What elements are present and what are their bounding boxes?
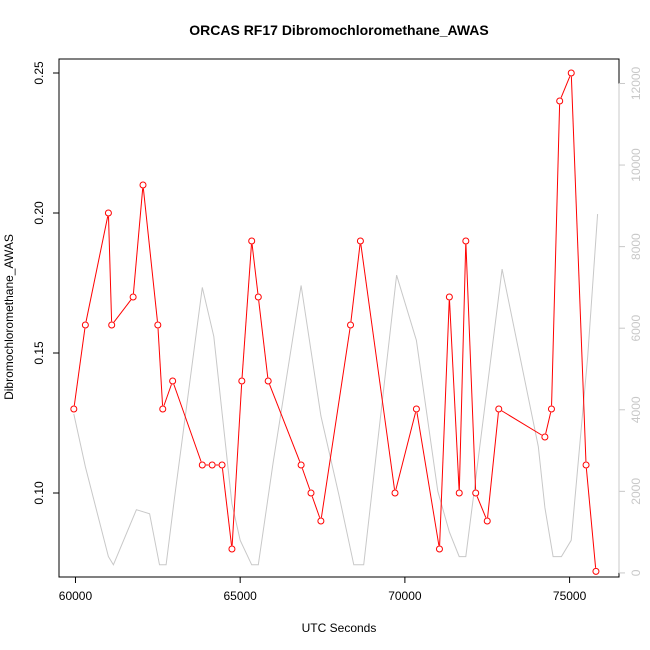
data-point <box>567 69 575 77</box>
series-segment <box>108 216 113 322</box>
y-axis-label: Dibromochloromethane_AWAS <box>2 234 16 400</box>
y2-tick-label: 10000 <box>629 148 643 182</box>
y-tick-label: 0.10 <box>32 481 46 505</box>
data-point <box>317 517 325 525</box>
x-axis: 60000 65000 70000 75000 <box>59 576 587 603</box>
series-segment <box>551 104 561 406</box>
data-point <box>104 209 112 217</box>
series-segment <box>501 410 543 436</box>
series-segment <box>360 244 396 490</box>
series-segment <box>85 216 109 322</box>
series-segment <box>320 328 351 518</box>
series-segment <box>241 244 252 378</box>
series-segment <box>416 412 440 546</box>
series-segment <box>258 300 269 378</box>
y-tick-label: 0.25 <box>32 61 46 85</box>
series-segment <box>465 244 477 490</box>
data-point <box>356 237 364 245</box>
y-axis-right: 0 2000 4000 6000 8000 10000 12000 <box>618 66 643 576</box>
data-point <box>159 405 167 413</box>
data-point <box>435 545 443 553</box>
data-point <box>139 181 147 189</box>
y2-tick-label: 6000 <box>629 315 643 342</box>
x-axis-label: UTC Seconds <box>302 621 377 635</box>
data-point <box>582 461 590 469</box>
y2-tick-label: 12000 <box>629 66 643 100</box>
series-segment <box>439 300 450 546</box>
series-segment <box>73 328 86 406</box>
data-point <box>455 489 463 497</box>
data-point <box>495 405 503 413</box>
y2-tick-label: 0 <box>629 569 643 576</box>
data-point <box>154 321 162 329</box>
series-segment <box>173 384 202 462</box>
series-primary <box>70 69 600 575</box>
x-tick-label: 60000 <box>59 589 93 603</box>
data-point <box>297 461 305 469</box>
series-segment <box>395 412 417 490</box>
series-segment <box>476 496 487 518</box>
data-point <box>228 545 236 553</box>
series-segment <box>221 468 233 546</box>
series-segment <box>487 412 499 518</box>
x-tick-label: 65000 <box>223 589 257 603</box>
series-segment <box>113 299 132 323</box>
data-point <box>218 461 226 469</box>
data-point <box>462 237 470 245</box>
data-point <box>592 567 600 575</box>
data-point <box>108 321 116 329</box>
series-segment <box>458 244 467 490</box>
series-segment <box>251 244 259 294</box>
series-segment <box>570 76 587 462</box>
series-segment <box>311 496 321 518</box>
chart-title: ORCAS RF17 Dibromochloromethane_AWAS <box>189 22 489 38</box>
data-point <box>391 489 399 497</box>
x-tick-label: 75000 <box>553 589 587 603</box>
data-point <box>264 377 272 385</box>
data-point <box>412 405 420 413</box>
series-segment <box>142 188 158 322</box>
series-segment <box>157 328 164 406</box>
series-segment <box>269 384 301 462</box>
series-segment <box>132 188 144 294</box>
data-point <box>472 489 480 497</box>
data-point <box>483 517 491 525</box>
data-point <box>208 461 216 469</box>
y2-tick-label: 2000 <box>629 478 643 505</box>
series-segment <box>163 384 172 406</box>
y2-tick-label: 8000 <box>629 233 643 260</box>
series-segment <box>560 76 571 98</box>
data-point <box>248 237 256 245</box>
data-point <box>81 321 89 329</box>
data-point <box>307 489 315 497</box>
data-point <box>541 433 549 441</box>
data-point <box>129 293 137 301</box>
x-tick-label: 70000 <box>388 589 422 603</box>
y-axis-left: 0.10 0.15 0.20 0.25 <box>32 61 60 505</box>
series-segment <box>449 300 460 490</box>
series-line <box>73 213 599 566</box>
data-point <box>169 377 177 385</box>
series-segment <box>231 384 243 546</box>
series-secondary <box>73 213 599 566</box>
data-point <box>238 377 246 385</box>
data-point <box>556 97 564 105</box>
data-point <box>445 293 453 301</box>
data-point <box>547 405 555 413</box>
y-tick-label: 0.20 <box>32 201 46 225</box>
series-segment <box>545 412 552 434</box>
y2-tick-label: 4000 <box>629 396 643 423</box>
series-segment <box>301 468 311 490</box>
series-segment <box>585 468 597 568</box>
y-tick-label: 0.15 <box>32 341 46 365</box>
data-point <box>347 321 355 329</box>
data-point <box>254 293 262 301</box>
data-point <box>70 405 78 413</box>
data-point <box>198 461 206 469</box>
series-segment <box>350 244 361 322</box>
